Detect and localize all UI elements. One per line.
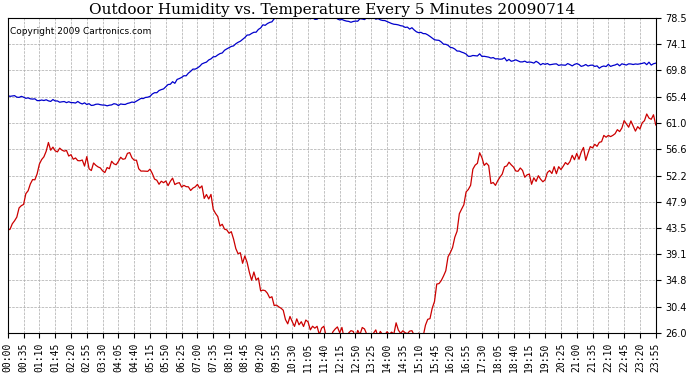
Text: Copyright 2009 Cartronics.com: Copyright 2009 Cartronics.com — [10, 27, 151, 36]
Title: Outdoor Humidity vs. Temperature Every 5 Minutes 20090714: Outdoor Humidity vs. Temperature Every 5… — [88, 3, 575, 17]
